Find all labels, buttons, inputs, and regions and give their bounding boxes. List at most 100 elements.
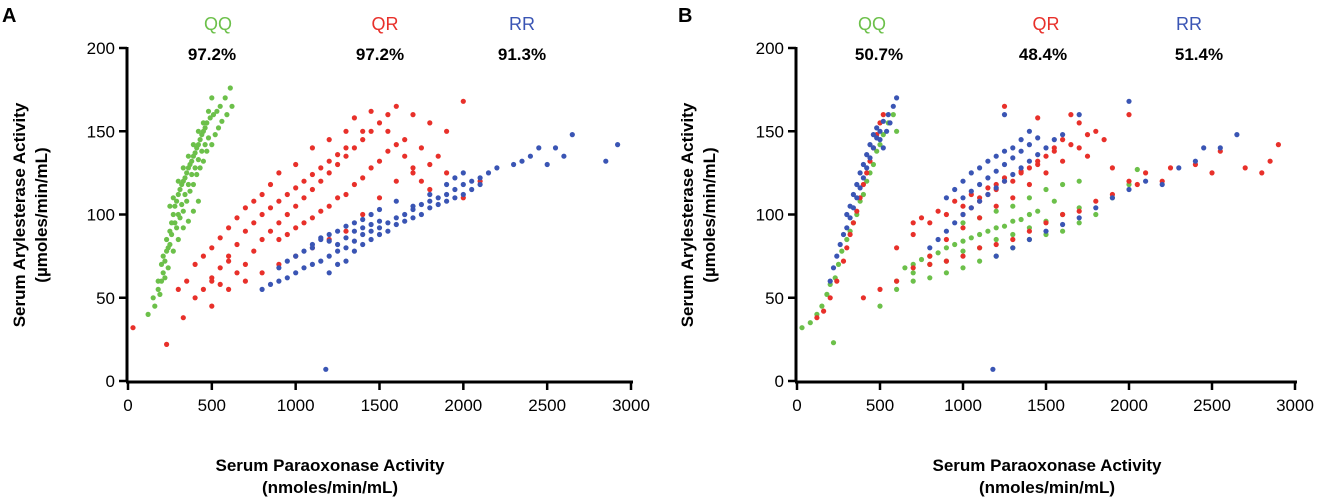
panel-b-point-rr xyxy=(927,245,933,251)
panel-a-point-qr xyxy=(242,205,248,211)
panel-a-point-rr xyxy=(343,223,349,229)
panel-a-point-qr xyxy=(293,225,299,231)
panel-b-point-rr xyxy=(840,231,847,238)
panel-b-point-qr xyxy=(1093,198,1099,204)
panel-b-point-rr xyxy=(857,170,863,176)
panel-a-point-qq xyxy=(189,171,195,178)
panel-a-point-qq xyxy=(170,248,176,254)
panel-a-point-rr xyxy=(351,238,357,244)
panel-b-point-qr xyxy=(1060,158,1066,164)
panel-a-point-qr xyxy=(385,112,391,118)
panel-a-point-qq xyxy=(174,225,180,231)
panel-a-point-qr xyxy=(427,120,433,126)
panel-b-point-rr xyxy=(1026,236,1032,243)
panel-b-y-tick-label: 100 xyxy=(756,206,784,225)
panel-b-point-qr xyxy=(1026,165,1032,171)
panel-a-point-rr xyxy=(326,231,332,238)
panel-b-point-qr xyxy=(1043,220,1049,226)
panel-a-point-qr xyxy=(410,170,416,176)
panel-a-point-qr xyxy=(226,258,232,264)
panel-a-point-rr xyxy=(309,241,315,248)
panel-a-point-rr xyxy=(309,261,315,267)
panel-a-point-qq xyxy=(215,125,222,131)
panel-b-point-qr xyxy=(1068,112,1074,118)
panel-a-point-rr xyxy=(335,248,341,254)
panel-a-point-qq xyxy=(145,311,151,317)
panel-b-point-rr xyxy=(867,142,873,148)
panel-b-point-qr xyxy=(850,220,857,226)
panel-a-point-qr xyxy=(393,178,399,184)
panel-a-point-rr xyxy=(410,215,416,221)
panel-a-point-qr xyxy=(351,181,357,188)
panel-a-point-qr xyxy=(284,191,290,198)
panel-a-point-qq xyxy=(170,211,176,218)
panel-a-point-qr xyxy=(410,112,416,118)
panel-b-point-qq xyxy=(993,208,999,214)
panel-b-point-qr xyxy=(927,220,933,226)
panel-b-point-qr xyxy=(935,208,941,214)
panel-a-point-rr xyxy=(452,175,458,181)
panel-a-point-qq xyxy=(190,208,196,214)
panel-b-point-rr xyxy=(1026,128,1032,134)
panel-b-point-qq xyxy=(1060,181,1066,188)
panel-a-point-qr xyxy=(267,228,274,234)
panel-b-point-qr xyxy=(943,236,950,243)
panel-a-point-qr xyxy=(293,161,299,168)
panel-a-point-qr xyxy=(402,153,408,159)
panel-b-point-rr xyxy=(884,128,890,134)
panel-a-point-rr xyxy=(485,170,492,176)
panel-b-point-rr xyxy=(1051,137,1057,143)
panel-a-point-rr xyxy=(435,201,441,208)
panel-a-point-qr xyxy=(460,98,466,104)
panel-a-point-qq xyxy=(197,165,203,171)
panel-a-point-rr xyxy=(444,191,450,198)
panel-a-point-rr xyxy=(452,195,458,201)
panel-b-group-qq-label: QQ xyxy=(858,14,886,34)
panel-b-point-rr xyxy=(960,211,966,218)
panel-b-point-qr xyxy=(993,203,999,209)
panel-b-point-qr xyxy=(985,185,991,191)
panel-b-point-qr xyxy=(1109,165,1115,171)
panel-a-point-qq xyxy=(150,295,156,301)
panel-a-point-rr xyxy=(393,221,399,228)
panel-b-point-qr xyxy=(960,203,966,209)
panel-b-point-rr xyxy=(860,175,867,181)
panel-a-point-qq xyxy=(202,142,208,148)
panel-a-point-rr xyxy=(351,220,357,226)
panel-b-point-rr xyxy=(827,278,833,284)
panel-a-point-qq xyxy=(210,112,217,118)
panel-b-point-rr xyxy=(837,241,843,248)
panel-a-point-qq xyxy=(169,231,175,238)
panel-a-point-rr xyxy=(510,161,517,168)
panel-a-point-qq xyxy=(205,135,212,141)
panel-b-point-rr xyxy=(1093,205,1099,211)
panel-a-point-rr xyxy=(418,201,424,208)
panel-b-x-axis-title: Serum Paraoxonase Activity xyxy=(933,456,1163,475)
panel-b-point-rr xyxy=(1018,148,1024,154)
panel-a-point-rr xyxy=(494,165,500,171)
panel-a-point-qr xyxy=(200,253,206,259)
panel-a-point-qq xyxy=(167,241,173,248)
panel-a-points xyxy=(130,85,621,372)
panel-a-point-qq xyxy=(209,142,215,148)
panel-b-point-qq xyxy=(864,178,870,184)
panel-a-y-axis-units: (µmoles/min/mL) xyxy=(32,147,51,282)
panel-b-point-qq xyxy=(960,238,966,244)
panel-a-point-qr xyxy=(251,198,257,204)
panel-b-point-rr xyxy=(1018,165,1024,171)
panel-a-point-qq xyxy=(160,270,166,276)
panel-b-letter: B xyxy=(678,5,692,27)
panel-a-point-qr xyxy=(209,245,215,251)
panel-b-x-tick-label: 500 xyxy=(866,396,894,415)
panel-b-point-qq xyxy=(943,270,950,276)
panel-b-point-rr xyxy=(1076,112,1082,118)
panel-a-point-qr xyxy=(326,158,332,164)
panel-b-point-qr xyxy=(847,231,853,238)
panel-b-point-qr xyxy=(1259,170,1265,176)
panel-b-point-qq xyxy=(960,220,966,226)
panel-b-point-rr xyxy=(977,165,983,171)
panel-b-y-tick-label: 50 xyxy=(765,289,784,308)
panel-a-y-tick-label: 100 xyxy=(87,206,115,225)
panel-b-y-ticks: 0 50 100 150 200 xyxy=(756,39,796,391)
panel-a-point-rr xyxy=(335,241,341,248)
